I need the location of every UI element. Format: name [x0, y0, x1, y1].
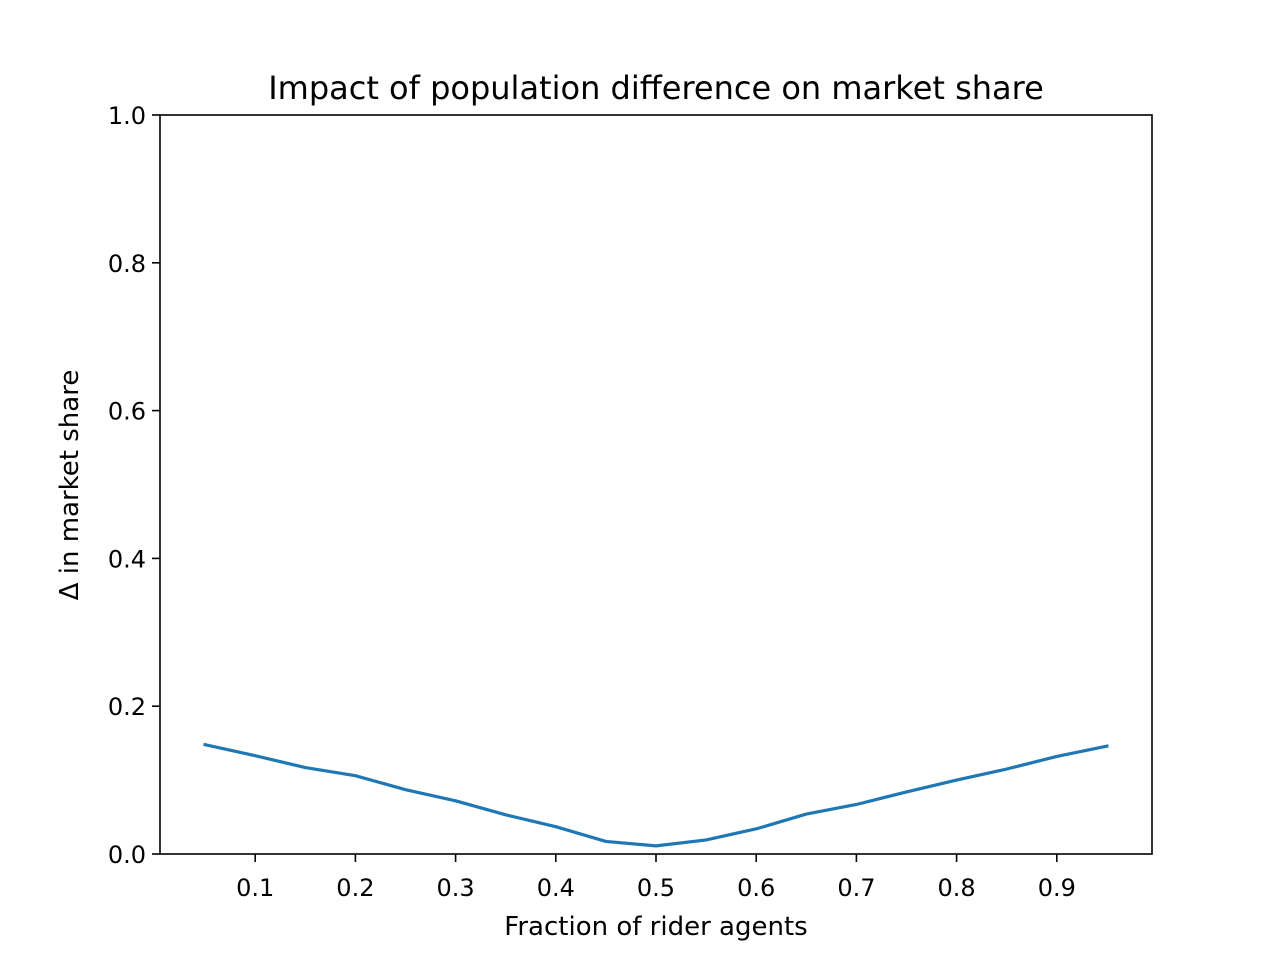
x-tick-label: 0.9: [1038, 874, 1076, 902]
plot-area: [203, 742, 1109, 848]
x-tick-label: 0.6: [737, 874, 775, 902]
axes-frame: [159, 114, 1153, 855]
x-axis: 0.1 0.2 0.3 0.4 0.5 0.6 0.7 0.8 0.9: [236, 854, 1076, 902]
y-tick-label: 1.0: [108, 102, 146, 130]
x-axis-label: Fraction of rider agents: [504, 912, 807, 942]
x-tick-label: 0.2: [336, 874, 374, 902]
x-tick-label: 0.8: [938, 874, 976, 902]
x-tick-label: 0.5: [637, 874, 675, 902]
y-axis: 0.0 0.2 0.4 0.6 0.8 1.0: [108, 102, 160, 869]
y-tick-label: 0.8: [108, 250, 146, 278]
y-tick-label: 0.4: [108, 545, 146, 573]
chart-title: Impact of population difference on marke…: [268, 69, 1044, 107]
x-tick-label: 0.7: [837, 874, 875, 902]
x-tick-label: 0.3: [437, 874, 475, 902]
y-axis-label: Δ in market share: [55, 370, 85, 601]
x-tick-label: 0.1: [236, 874, 274, 902]
y-tick-label: 0.6: [108, 398, 146, 426]
x-tick-label: 0.4: [537, 874, 575, 902]
y-tick-label: 0.2: [108, 693, 146, 721]
y-tick-label: 0.0: [108, 841, 146, 869]
series-line: [203, 742, 1109, 848]
